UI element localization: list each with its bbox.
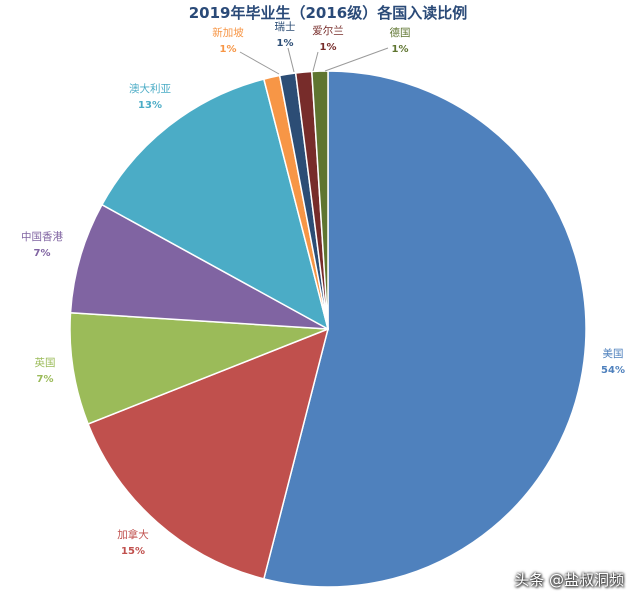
leader-line-8 <box>324 47 389 72</box>
slice-percent-4: 13% <box>138 100 162 111</box>
slice-percent-3: 7% <box>34 248 51 259</box>
slice-label-1: 加拿大 <box>117 528 149 541</box>
pie-slice-2 <box>69 312 329 425</box>
slice-percent-2: 7% <box>37 374 54 385</box>
pie-slice-3 <box>69 203 329 330</box>
watermark: 头条 @盐叔洞频 <box>514 571 624 589</box>
slice-label-3: 中国香港 <box>21 230 63 243</box>
leader-line-5 <box>239 51 280 75</box>
pie-slice-8 <box>311 70 329 330</box>
slice-percent-0: 54% <box>601 365 625 376</box>
slice-percent-6: 1% <box>277 38 294 49</box>
slice-percent-7: 1% <box>320 42 337 53</box>
slice-percent-1: 15% <box>121 546 145 557</box>
leader-line-7 <box>312 51 319 72</box>
slice-percent-5: 1% <box>220 44 237 55</box>
slice-label-0: 美国 <box>603 347 624 360</box>
slice-labels: 美国 54% 加拿大 15% 英国 7% 中国香港 7% 澳大利亚 13% 新加坡 1% 瑞士 1% 爱尔兰… <box>21 20 625 557</box>
slice-label-5: 新加坡 <box>212 26 244 39</box>
pie-slices <box>69 70 587 588</box>
slice-label-6: 瑞士 <box>275 20 296 33</box>
chart-title: 2019年毕业生（2016级）各国入读比例 <box>189 4 468 22</box>
slice-label-7: 爱尔兰 <box>312 24 344 37</box>
pie-slice-0 <box>262 70 587 588</box>
slice-label-4: 澳大利亚 <box>129 82 171 95</box>
pie-slice-4 <box>100 78 330 331</box>
pie-slice-1 <box>87 327 330 580</box>
leader-line-6 <box>287 47 295 73</box>
slice-label-8: 德国 <box>390 26 411 39</box>
slice-label-2: 英国 <box>35 356 56 369</box>
slice-percent-8: 1% <box>392 44 409 55</box>
leader-lines <box>239 47 389 75</box>
